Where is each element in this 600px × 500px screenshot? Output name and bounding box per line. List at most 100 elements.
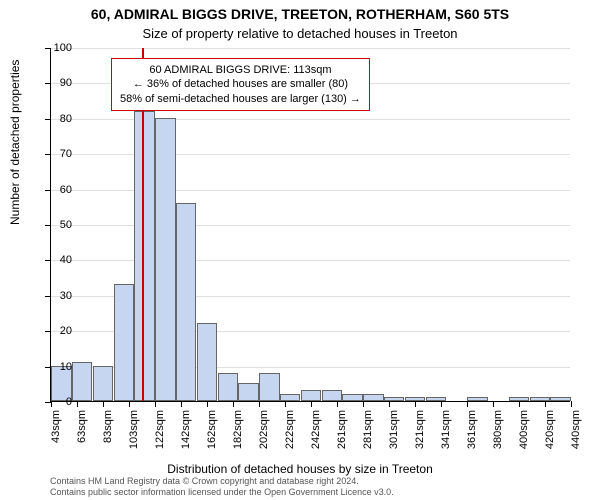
- y-tick-label: 20: [60, 325, 72, 337]
- y-tick-label: 100: [54, 42, 72, 54]
- y-tick: [45, 154, 51, 155]
- footer-text: Contains HM Land Registry data © Crown c…: [50, 476, 394, 498]
- histogram-bar: [93, 366, 113, 401]
- x-tick-label: 301sqm: [388, 410, 400, 450]
- x-tick-label: 122sqm: [154, 410, 166, 450]
- histogram-bar: [72, 362, 92, 401]
- info-line3: 58% of semi-detached houses are larger (…: [120, 92, 361, 106]
- histogram-bar: [238, 383, 258, 401]
- x-tick: [51, 401, 52, 407]
- histogram-bar: [134, 111, 154, 401]
- y-tick-label: 30: [60, 290, 72, 302]
- x-tick: [77, 401, 78, 407]
- x-tick: [155, 401, 156, 407]
- y-tick-label: 70: [60, 148, 72, 160]
- y-tick-label: 80: [60, 113, 72, 125]
- y-tick: [45, 225, 51, 226]
- x-tick-label: 281sqm: [362, 410, 374, 450]
- grid-line: [51, 154, 570, 155]
- x-tick: [103, 401, 104, 407]
- x-tick-label: 261sqm: [336, 410, 348, 450]
- info-line2: ← 36% of detached houses are smaller (80…: [120, 77, 361, 91]
- histogram-bar: [342, 394, 362, 401]
- x-tick: [207, 401, 208, 407]
- x-tick: [389, 401, 390, 407]
- histogram-bar: [426, 397, 446, 401]
- x-tick-label: 162sqm: [206, 410, 218, 450]
- histogram-bar: [467, 397, 487, 401]
- histogram-bar: [550, 397, 570, 401]
- x-tick: [181, 401, 182, 407]
- grid-line: [51, 260, 570, 261]
- grid-line: [51, 119, 570, 120]
- info-line1: 60 ADMIRAL BIGGS DRIVE: 113sqm: [120, 63, 361, 77]
- x-tick-label: 242sqm: [310, 410, 322, 450]
- y-tick: [45, 119, 51, 120]
- histogram-bar: [197, 323, 217, 401]
- y-tick-label: 60: [60, 184, 72, 196]
- histogram-bar: [176, 203, 196, 401]
- x-tick-label: 43sqm: [50, 410, 62, 450]
- x-tick: [493, 401, 494, 407]
- x-tick-label: 420sqm: [544, 410, 556, 450]
- x-tick: [545, 401, 546, 407]
- y-tick-label: 50: [60, 219, 72, 231]
- histogram-bar: [280, 394, 300, 401]
- x-tick: [441, 401, 442, 407]
- histogram-bar: [155, 118, 175, 401]
- y-tick: [45, 331, 51, 332]
- y-tick: [45, 260, 51, 261]
- grid-line: [51, 48, 570, 49]
- chart-container: 60, ADMIRAL BIGGS DRIVE, TREETON, ROTHER…: [0, 0, 600, 500]
- x-tick-label: 202sqm: [258, 410, 270, 450]
- x-tick-label: 103sqm: [128, 410, 140, 450]
- y-axis-title: Number of detached properties: [8, 60, 22, 225]
- x-tick-label: 361sqm: [466, 410, 478, 450]
- x-tick-label: 341sqm: [440, 410, 452, 450]
- x-tick-label: 222sqm: [284, 410, 296, 450]
- y-tick-label: 40: [60, 254, 72, 266]
- histogram-bar: [259, 373, 279, 401]
- x-tick-label: 142sqm: [180, 410, 192, 450]
- footer-line2: Contains public sector information licen…: [50, 487, 394, 498]
- y-tick: [45, 83, 51, 84]
- x-tick: [233, 401, 234, 407]
- plot-area: 60 ADMIRAL BIGGS DRIVE: 113sqm← 36% of d…: [50, 48, 570, 402]
- x-tick: [467, 401, 468, 407]
- histogram-bar: [114, 284, 134, 401]
- grid-line: [51, 190, 570, 191]
- histogram-bar: [301, 390, 321, 401]
- x-tick-label: 182sqm: [232, 410, 244, 450]
- x-tick: [415, 401, 416, 407]
- x-tick-label: 321sqm: [414, 410, 426, 450]
- x-tick: [129, 401, 130, 407]
- x-axis-title: Distribution of detached houses by size …: [0, 462, 600, 476]
- grid-line: [51, 225, 570, 226]
- x-tick-label: 400sqm: [518, 410, 530, 450]
- y-tick-label: 90: [60, 77, 72, 89]
- chart-subtitle: Size of property relative to detached ho…: [0, 26, 600, 41]
- y-tick-label: 0: [66, 396, 72, 408]
- y-tick: [45, 48, 51, 49]
- x-tick: [337, 401, 338, 407]
- x-tick-label: 440sqm: [570, 410, 582, 450]
- x-tick: [363, 401, 364, 407]
- x-tick: [259, 401, 260, 407]
- x-tick: [311, 401, 312, 407]
- chart-title: 60, ADMIRAL BIGGS DRIVE, TREETON, ROTHER…: [0, 6, 600, 22]
- x-tick: [571, 401, 572, 407]
- x-tick: [285, 401, 286, 407]
- property-info-box: 60 ADMIRAL BIGGS DRIVE: 113sqm← 36% of d…: [111, 58, 370, 111]
- x-tick: [519, 401, 520, 407]
- histogram-bar: [363, 394, 383, 401]
- footer-line1: Contains HM Land Registry data © Crown c…: [50, 476, 394, 487]
- x-tick-label: 83sqm: [102, 410, 114, 450]
- histogram-bar: [322, 390, 342, 401]
- histogram-bar: [530, 397, 550, 401]
- y-tick-label: 10: [60, 361, 72, 373]
- histogram-bar: [384, 397, 404, 401]
- y-tick: [45, 367, 51, 368]
- y-tick: [45, 190, 51, 191]
- histogram-bar: [218, 373, 238, 401]
- x-tick-label: 380sqm: [492, 410, 504, 450]
